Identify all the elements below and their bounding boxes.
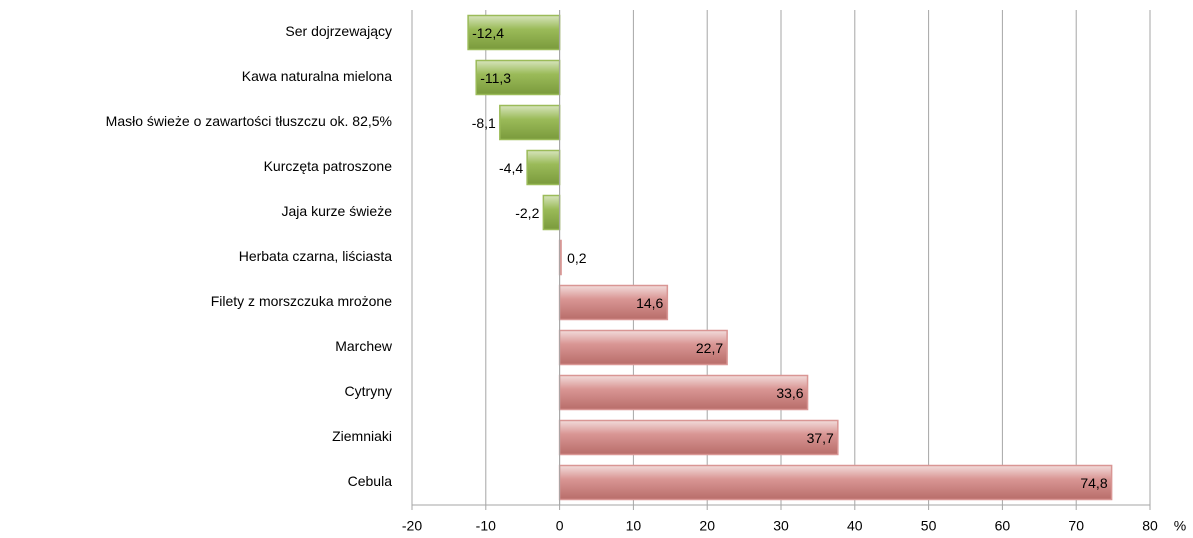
value-label: 37,7 xyxy=(807,430,834,446)
x-tick-label: 50 xyxy=(921,518,937,534)
x-tick-label: 10 xyxy=(626,518,642,534)
y-tick-label: Marchew xyxy=(335,338,393,354)
x-tick-label: 20 xyxy=(699,518,715,534)
value-label: -4,4 xyxy=(499,160,523,176)
y-tick-label: Ser dojrzewający xyxy=(285,23,392,39)
value-label: 33,6 xyxy=(776,385,803,401)
value-label: -8,1 xyxy=(472,115,496,131)
value-label: 0,2 xyxy=(567,250,587,266)
x-tick-label: 30 xyxy=(773,518,789,534)
bar xyxy=(558,464,1113,501)
value-label: -11,3 xyxy=(480,70,511,86)
bar xyxy=(467,14,561,51)
x-tick-label: 40 xyxy=(847,518,863,534)
y-tick-label: Cebula xyxy=(348,473,393,489)
value-label: -2,2 xyxy=(515,205,539,221)
bar xyxy=(558,374,809,411)
bar xyxy=(558,419,839,456)
y-tick-label: Ziemniaki xyxy=(332,428,392,444)
bar xyxy=(499,104,561,141)
y-tick-label: Filety z morszczuka mrożone xyxy=(211,293,392,309)
bar xyxy=(542,194,561,231)
y-tick-label: Cytryny xyxy=(345,383,392,399)
value-label: 14,6 xyxy=(636,295,663,311)
value-label: 22,7 xyxy=(696,340,723,356)
x-tick-label: 70 xyxy=(1068,518,1084,534)
bar xyxy=(475,59,561,96)
y-tick-label: Kurczęta patroszone xyxy=(264,158,393,174)
x-tick-label: 0 xyxy=(556,518,564,534)
x-unit: % xyxy=(1174,518,1186,534)
bar xyxy=(526,149,561,186)
x-tick-label: -20 xyxy=(402,518,422,534)
x-tick-label: -10 xyxy=(476,518,496,534)
value-label: 74,8 xyxy=(1080,475,1107,491)
x-tick-label: 60 xyxy=(995,518,1011,534)
y-tick-label: Jaja kurze świeże xyxy=(282,203,393,219)
y-tick-label: Masło świeże o zawartości tłuszczu ok. 8… xyxy=(106,113,392,129)
x-tick-label: 80 xyxy=(1142,518,1158,534)
y-tick-label: Herbata czarna, liściasta xyxy=(239,248,393,264)
value-label: -12,4 xyxy=(472,25,504,41)
y-tick-label: Kawa naturalna mielona xyxy=(242,68,392,84)
